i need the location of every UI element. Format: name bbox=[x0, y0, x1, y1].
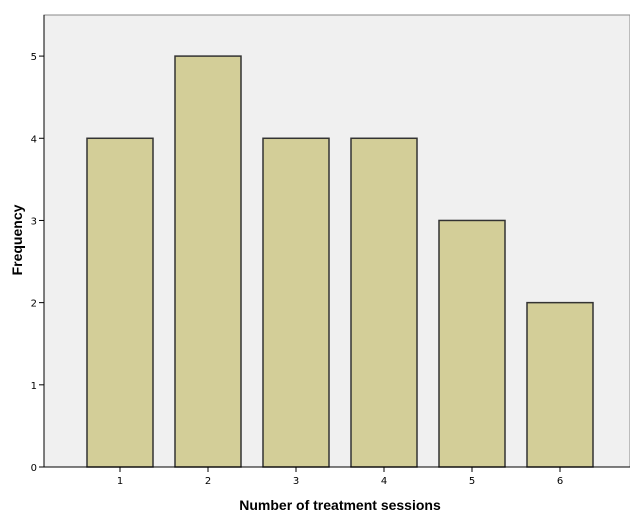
y-tick-label-2: 2 bbox=[31, 299, 37, 310]
x-axis-ticks: 1 2 3 4 5 6 bbox=[117, 467, 563, 487]
bar-4 bbox=[350, 137, 418, 468]
y-axis-title: Frequency bbox=[9, 204, 25, 275]
x-axis-title: Number of treatment sessions bbox=[239, 497, 441, 512]
x-tick-label-4: 4 bbox=[381, 476, 387, 487]
bar-1 bbox=[86, 137, 154, 468]
x-tick-label-3: 3 bbox=[293, 476, 299, 487]
x-tick-label-5: 5 bbox=[469, 476, 475, 487]
x-tick-label-2: 2 bbox=[205, 476, 211, 487]
bar-3 bbox=[262, 137, 330, 468]
y-tick-label-1: 1 bbox=[31, 381, 37, 392]
y-tick-label-4: 4 bbox=[31, 134, 37, 145]
y-tick-label-0: 0 bbox=[31, 463, 37, 474]
bar-2 bbox=[174, 55, 242, 468]
y-tick-label-3: 3 bbox=[31, 216, 37, 227]
bar-5 bbox=[438, 219, 506, 468]
bar-6 bbox=[526, 301, 594, 468]
y-axis-ticks: 0 1 2 3 4 5 bbox=[31, 52, 44, 474]
x-tick-label-1: 1 bbox=[117, 476, 123, 487]
x-tick-label-6: 6 bbox=[557, 476, 563, 487]
y-tick-label-5: 5 bbox=[31, 52, 37, 63]
